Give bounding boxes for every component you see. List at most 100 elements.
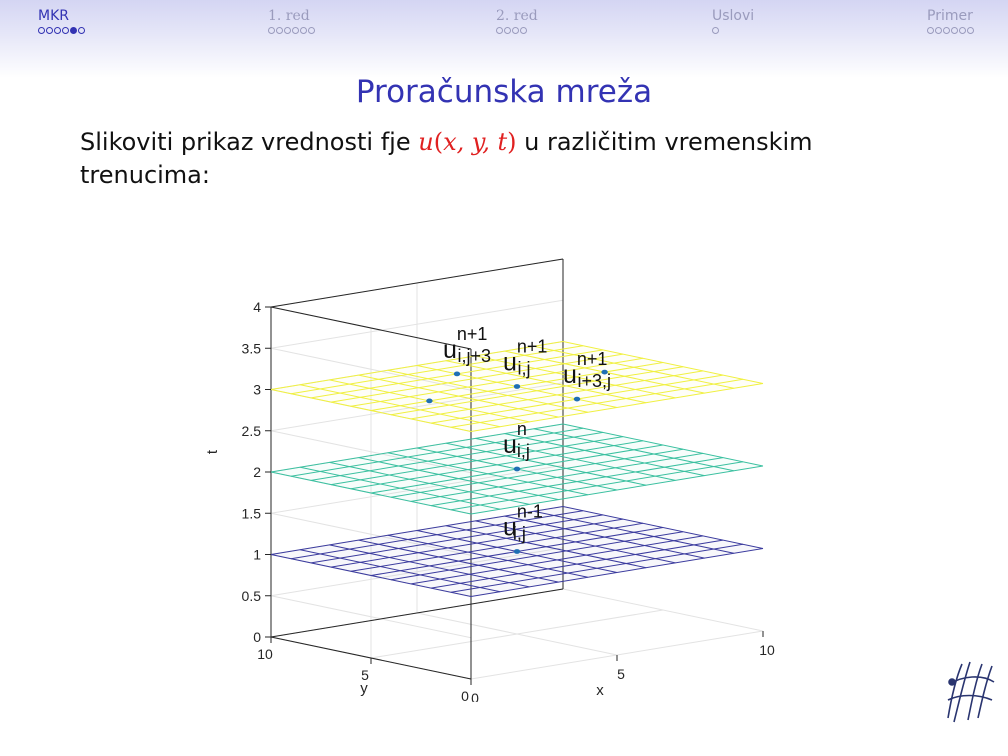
nav-dot[interactable] xyxy=(504,27,511,34)
plane-grid-line xyxy=(330,436,624,486)
plane-grid-line xyxy=(562,423,764,467)
nav-dot[interactable] xyxy=(712,27,719,34)
nav-dots xyxy=(927,27,974,34)
nav-section-1-red[interactable]: 1. red xyxy=(268,8,315,34)
points-layer: un-1 i,jun i,jun+1 i,j un+1 i+3,jun+1 i,j+3 xyxy=(426,324,611,554)
grid-line xyxy=(370,609,664,659)
data-point xyxy=(573,396,581,402)
nav-section-uslovi[interactable]: Uslovi xyxy=(712,8,754,34)
axis-line xyxy=(270,258,564,308)
plane-grid-line xyxy=(270,506,564,555)
nav-section-2-red[interactable]: 2. red xyxy=(496,8,538,34)
x-tick-label: 0 xyxy=(471,690,479,702)
plane-grid-line xyxy=(533,510,734,554)
x-tick-label: 10 xyxy=(759,642,775,658)
plane-grid-line xyxy=(350,440,644,490)
plane-grid-line xyxy=(270,423,564,473)
point-label-sub: i,j xyxy=(517,441,530,461)
point-label-base: u xyxy=(503,431,517,459)
nav-dot[interactable] xyxy=(276,27,283,34)
data-point xyxy=(426,398,433,404)
point-label: un-1 i,j xyxy=(503,502,543,544)
plane-grid-line xyxy=(475,437,676,481)
nav-dot[interactable] xyxy=(300,27,307,34)
data-point xyxy=(453,371,461,377)
nav-dot[interactable] xyxy=(935,27,942,34)
plane-grid-line xyxy=(350,522,644,572)
x-axis-label: x xyxy=(596,682,604,699)
nav-label: 2. red xyxy=(496,8,538,24)
data-point xyxy=(513,466,521,472)
plane-grid-line xyxy=(330,518,624,568)
nav-label: MKR xyxy=(38,8,69,24)
nav-dot[interactable] xyxy=(308,27,315,34)
nav-label: 1. red xyxy=(268,8,310,24)
nav-dots xyxy=(268,27,315,34)
point-label: un i,j xyxy=(503,419,530,461)
plane-grid-line xyxy=(310,514,604,564)
point-label-sup: n+1 xyxy=(457,324,488,344)
y-tick-label: 5 xyxy=(361,667,369,683)
z-tick-label: 3.5 xyxy=(242,340,262,356)
point-label-sup: n+1 xyxy=(517,337,548,357)
nav-dot[interactable] xyxy=(512,27,519,34)
nav-dot[interactable] xyxy=(967,27,974,34)
nav-dot[interactable] xyxy=(284,27,291,34)
nav-dot[interactable] xyxy=(520,27,527,34)
plane-grid-line xyxy=(562,341,764,384)
nav-dot[interactable] xyxy=(959,27,966,34)
plane-grid-line xyxy=(533,345,734,389)
plane-grid-line xyxy=(475,355,676,399)
plane-grid-line xyxy=(562,506,764,549)
nav-dot[interactable] xyxy=(951,27,958,34)
body-text-intro: Slikoviti prikaz vrednosti fje xyxy=(80,128,419,156)
y-tick-label: 10 xyxy=(257,646,273,662)
point-label-base: u xyxy=(503,349,517,377)
math-expression: u(x, y, t) xyxy=(418,128,517,156)
point-label-sup: n xyxy=(517,419,527,439)
math-arguments: x, y, t xyxy=(443,128,508,156)
nav-label: Uslovi xyxy=(712,8,755,24)
nav-dot[interactable] xyxy=(62,27,69,34)
nav-dot[interactable] xyxy=(78,27,85,34)
plane-grid-line xyxy=(290,345,584,395)
point-label-base: u xyxy=(443,336,457,364)
z-tick-label: 0.5 xyxy=(242,588,262,604)
plane-grid-line xyxy=(350,357,644,407)
data-point xyxy=(513,384,521,389)
plane-grid-line xyxy=(475,520,676,564)
plane-grid-line xyxy=(446,360,647,404)
nav-section-primer[interactable]: Primer xyxy=(927,8,974,34)
nav-section-mkr[interactable]: MKR xyxy=(38,8,85,34)
data-point xyxy=(513,549,521,554)
nav-dot[interactable] xyxy=(54,27,61,34)
z-tick-label: 0 xyxy=(253,629,261,645)
point-label: un+1 i+3,j xyxy=(563,349,611,391)
plane-grid-line xyxy=(270,341,564,390)
nav-dot[interactable] xyxy=(46,27,53,34)
nav-dots xyxy=(712,27,754,34)
nav-dot[interactable] xyxy=(38,27,45,34)
z-tick-label: 2 xyxy=(253,464,261,480)
z-tick-label: 4 xyxy=(253,299,261,315)
z-tick-label: 1.5 xyxy=(242,505,262,521)
nav-dot[interactable] xyxy=(943,27,950,34)
y-axis-label: y xyxy=(360,680,368,697)
nav-dot-current[interactable] xyxy=(70,27,77,34)
nav-dot[interactable] xyxy=(292,27,299,34)
math-function-name: u xyxy=(418,128,434,156)
x-tick-label: 5 xyxy=(617,666,625,682)
point-label-sub: i+3,j xyxy=(577,371,611,391)
plane-grid-line xyxy=(290,427,584,477)
nav-dot[interactable] xyxy=(496,27,503,34)
slide-body-text: Slikoviti prikaz vrednosti fje u(x, y, t… xyxy=(80,126,930,192)
nav-dot[interactable] xyxy=(268,27,275,34)
axis-line xyxy=(270,588,564,638)
z-axis-label: t xyxy=(204,449,221,454)
point-label-sub: i,j+3 xyxy=(457,346,491,366)
plane-grid-line xyxy=(504,433,705,477)
nav-dot[interactable] xyxy=(927,27,934,34)
slide-title: Proračunska mreža xyxy=(355,74,653,110)
plane-grid-line xyxy=(330,353,624,403)
